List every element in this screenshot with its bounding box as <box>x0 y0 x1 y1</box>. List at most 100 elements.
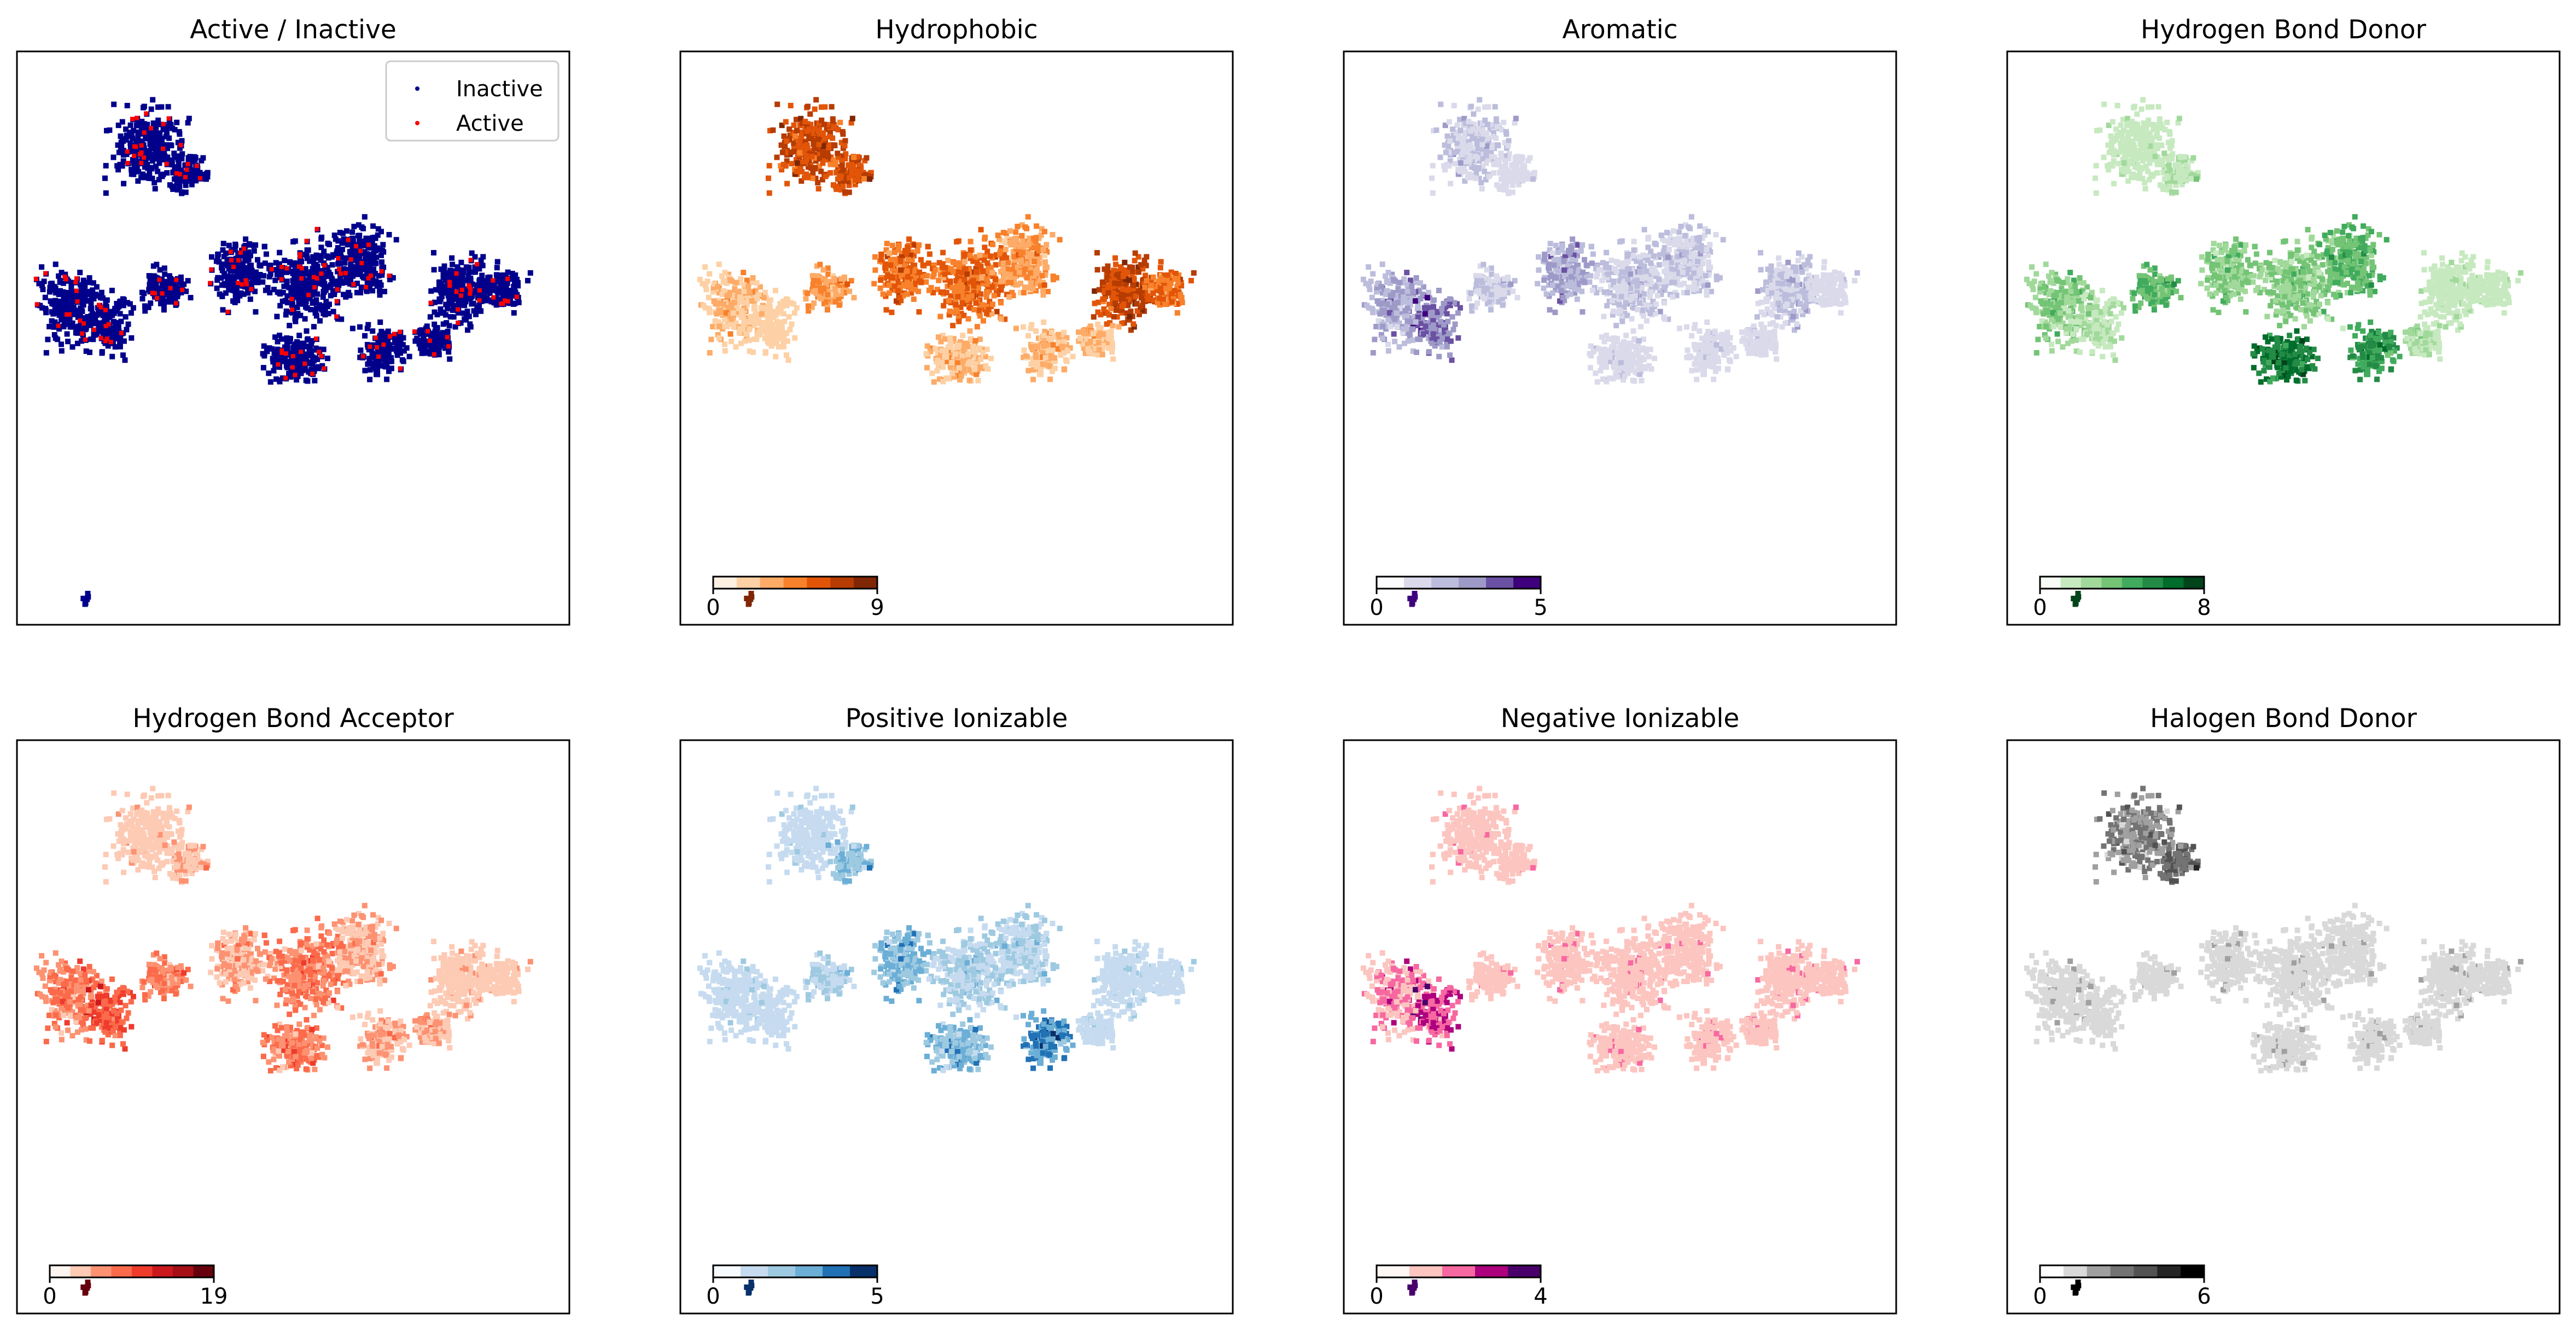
data-point <box>68 324 73 329</box>
data-point <box>957 365 962 370</box>
active-point <box>161 122 166 126</box>
active-point <box>103 308 108 312</box>
data-point <box>964 271 970 277</box>
data-point <box>143 136 148 141</box>
data-point <box>1098 312 1104 317</box>
data-point <box>337 275 343 281</box>
data-point <box>864 155 869 161</box>
data-point <box>981 318 986 324</box>
data-point <box>1047 376 1053 382</box>
data-point <box>826 154 831 159</box>
active-point <box>104 324 108 328</box>
data-point <box>955 294 960 299</box>
data-point <box>96 311 101 317</box>
data-point <box>867 176 872 182</box>
data-point <box>304 377 309 383</box>
active-point <box>477 298 482 303</box>
data-point <box>311 324 317 329</box>
data-point <box>831 124 836 130</box>
data-point <box>370 328 375 334</box>
data-point <box>924 365 930 370</box>
data-point <box>747 338 752 343</box>
data-point <box>275 289 281 295</box>
data-point <box>827 134 832 140</box>
data-point <box>722 341 727 347</box>
data-point <box>988 253 993 259</box>
data-point <box>66 317 71 322</box>
data-point <box>1133 294 1138 299</box>
data-point <box>1112 281 1117 286</box>
data-point <box>960 333 965 338</box>
active-point <box>198 176 202 181</box>
active-point <box>105 336 109 341</box>
active-point <box>398 330 402 334</box>
data-point <box>164 170 170 176</box>
data-point <box>739 313 744 318</box>
data-point <box>1051 277 1056 282</box>
data-point <box>792 133 798 139</box>
data-point <box>781 311 786 317</box>
data-point <box>1017 244 1022 249</box>
data-point <box>284 335 289 341</box>
data-point <box>314 313 319 318</box>
active-point <box>459 293 463 298</box>
active-point <box>144 112 148 116</box>
data-point <box>827 170 833 176</box>
data-point <box>1161 297 1166 302</box>
data-point <box>760 323 765 329</box>
data-point <box>377 333 383 338</box>
data-point <box>823 299 829 305</box>
data-point <box>1009 280 1014 285</box>
data-point <box>1191 270 1197 276</box>
data-point <box>99 290 104 295</box>
data-point <box>214 286 220 291</box>
data-point <box>982 236 987 242</box>
data-point <box>956 264 961 269</box>
data-point <box>162 271 167 277</box>
active-point <box>319 271 323 276</box>
data-point <box>994 309 1000 315</box>
active-point <box>515 295 519 299</box>
data-point <box>1158 259 1164 265</box>
data-point <box>782 133 787 139</box>
data-point <box>362 333 368 339</box>
data-point <box>302 316 308 322</box>
data-point <box>43 310 49 315</box>
data-point <box>158 287 164 292</box>
data-point <box>329 277 335 282</box>
data-point <box>359 224 364 230</box>
data-point <box>142 104 147 109</box>
active-point <box>290 365 295 370</box>
data-point <box>468 277 474 283</box>
active-point <box>174 301 178 305</box>
data-point <box>937 260 942 265</box>
data-point <box>480 278 486 283</box>
data-point <box>1100 280 1106 285</box>
data-point <box>318 245 324 250</box>
data-point <box>98 295 103 300</box>
data-point <box>505 281 510 286</box>
data-point <box>1108 306 1114 311</box>
data-point <box>916 309 922 315</box>
data-point <box>162 154 168 159</box>
data-point <box>51 284 57 289</box>
active-point <box>236 258 241 263</box>
data-point <box>120 297 126 302</box>
data-point <box>59 317 64 323</box>
data-point <box>947 335 953 341</box>
legend-marker <box>415 86 419 91</box>
data-point <box>107 310 113 315</box>
data-point <box>749 298 755 304</box>
data-point <box>1031 259 1037 264</box>
active-point <box>305 239 309 243</box>
active-point <box>306 293 311 297</box>
active-point <box>412 329 417 334</box>
data-point <box>147 141 153 147</box>
data-point <box>394 237 399 242</box>
active-point <box>351 282 355 287</box>
active-point <box>64 277 68 281</box>
data-point <box>152 278 158 284</box>
active-point <box>139 143 144 148</box>
data-point <box>977 253 983 258</box>
data-point <box>773 288 778 293</box>
